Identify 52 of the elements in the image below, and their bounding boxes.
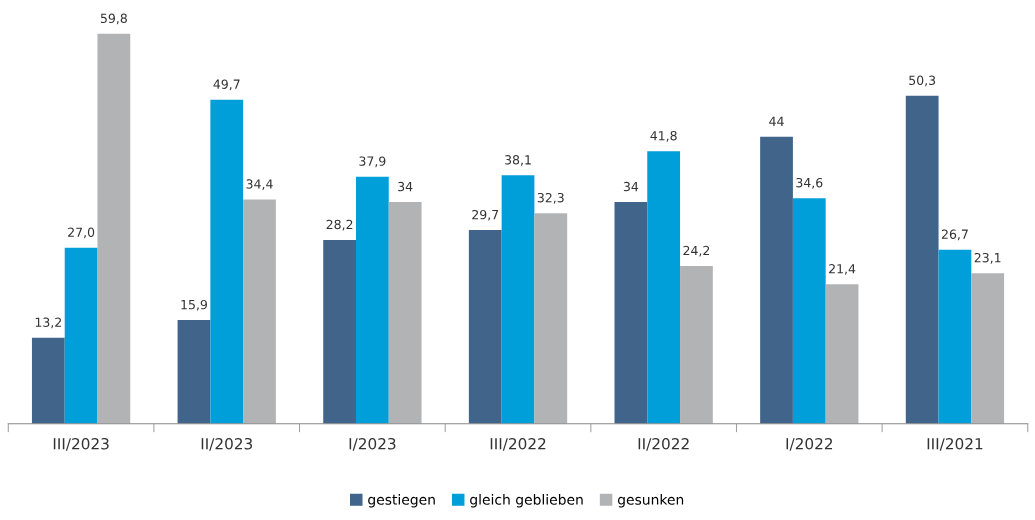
data-label: 24,2 [683, 245, 710, 257]
legend-label: gleich geblieben [470, 494, 583, 508]
bar [647, 151, 681, 424]
legend-label: gestiegen [368, 494, 435, 508]
bar [323, 239, 356, 424]
bar [905, 95, 939, 424]
x-tick-label: I/2023 [349, 437, 396, 451]
x-tick-label: III/2023 [53, 437, 109, 451]
x-tick-label: II/2022 [638, 437, 689, 451]
data-label: 34 [398, 181, 413, 192]
bar [355, 176, 389, 424]
bar [64, 247, 98, 424]
data-label: 38,1 [505, 155, 531, 166]
x-tick-label: III/2021 [927, 437, 983, 451]
x-tick-label: I/2022 [786, 437, 833, 451]
data-label: 27,0 [68, 227, 95, 239]
bar [97, 33, 131, 424]
x-tick-label: III/2022 [490, 437, 546, 451]
data-label: 49,7 [213, 79, 240, 91]
x-tick-label: II/2023 [201, 437, 253, 451]
bar [534, 213, 568, 424]
data-label: 50,3 [909, 75, 936, 87]
bar [971, 273, 1005, 424]
data-label: 28,2 [326, 219, 353, 231]
bar [680, 265, 713, 424]
data-label: 23,1 [974, 252, 1001, 264]
bar [243, 199, 276, 424]
data-label: 44 [769, 116, 784, 126]
data-label: 15,9 [181, 299, 208, 311]
bar [177, 320, 211, 424]
bar [31, 337, 65, 424]
legend-label: gesunken [617, 494, 684, 508]
bar [210, 99, 244, 424]
data-label: 34 [623, 181, 639, 192]
data-label: 32,3 [537, 192, 564, 204]
bar [760, 136, 793, 424]
data-label: 59,8 [100, 13, 127, 25]
bar [501, 175, 535, 424]
data-label: 29,7 [472, 209, 499, 221]
data-label: 34,4 [246, 179, 273, 190]
bar [388, 202, 422, 424]
bar [468, 230, 502, 424]
bar [825, 284, 859, 424]
bar [938, 249, 972, 424]
bar [614, 202, 648, 424]
bar [792, 198, 826, 424]
data-label: 26,7 [941, 229, 968, 241]
data-label: 37,9 [359, 156, 386, 168]
data-label: 34,6 [796, 177, 823, 189]
data-label: 13,2 [35, 317, 61, 329]
data-label: 21,4 [829, 264, 856, 275]
data-label: 41,8 [650, 130, 677, 142]
